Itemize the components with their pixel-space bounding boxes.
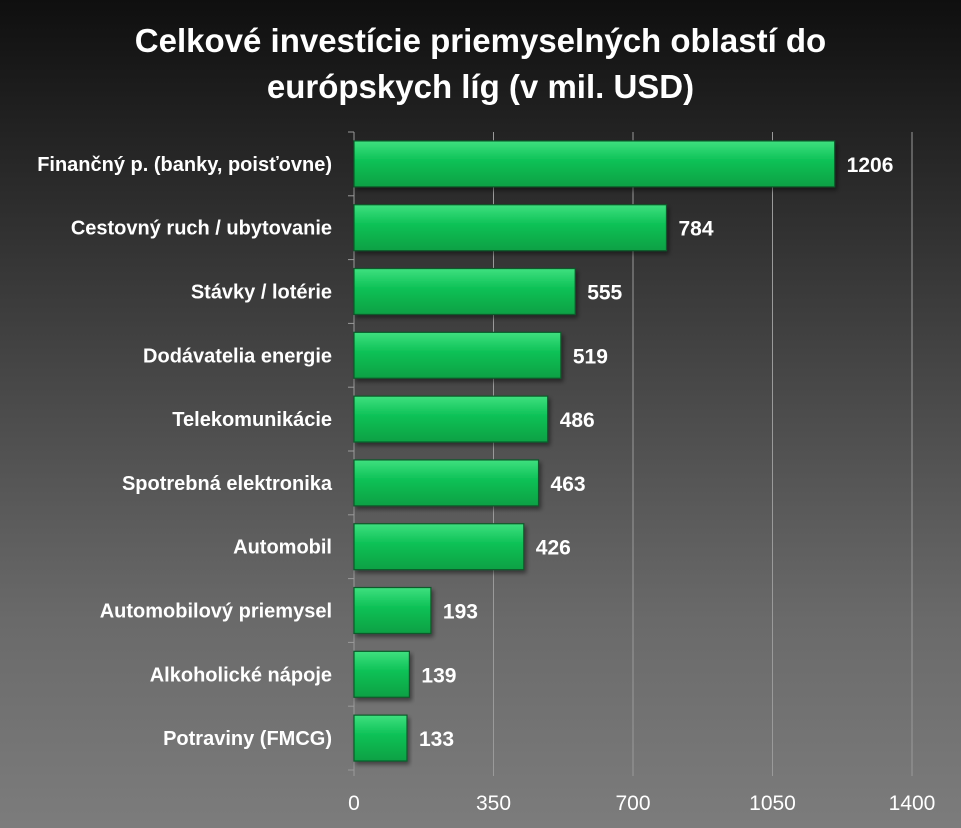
bar-9	[353, 714, 408, 762]
bar-5	[353, 459, 540, 507]
bar-4	[353, 395, 549, 443]
data-label-7: 193	[443, 601, 478, 624]
category-label-6: Automobil	[233, 537, 332, 559]
data-label-0: 1206	[847, 154, 894, 177]
bar-2	[353, 267, 576, 316]
x-tick-label-3: 1050	[749, 792, 796, 815]
category-label-0: Finančný p. (banky, poisťovne)	[37, 154, 332, 176]
bar-3	[353, 331, 562, 379]
category-label-8: Alkoholické nápoje	[150, 664, 332, 686]
bar-6	[353, 523, 525, 571]
data-label-4: 486	[560, 409, 595, 432]
x-tick-label-0: 0	[348, 792, 360, 815]
labels: 0 350 700 1050 1400 Finančný p. (banky, poisť…	[37, 154, 935, 815]
data-label-2: 555	[587, 282, 622, 305]
category-label-4: Telekomunikácie	[172, 409, 332, 431]
category-label-1: Cestovný ruch / ubytovanie	[71, 218, 332, 240]
bar-8	[353, 650, 411, 698]
x-tick-label-2: 700	[615, 792, 650, 815]
category-label-9: Potraviny (FMCG)	[163, 728, 332, 750]
x-tick-label-1: 350	[476, 792, 511, 815]
bar-7	[353, 586, 432, 635]
bar-1	[353, 204, 668, 252]
x-tick-label-4: 1400	[889, 792, 936, 815]
chart-title: Celkové investície priemyselných oblastí…	[134, 22, 827, 105]
category-label-2: Stávky / lotérie	[191, 282, 332, 304]
data-label-8: 139	[421, 664, 456, 687]
data-label-6: 426	[536, 537, 571, 560]
bar-0	[353, 140, 836, 188]
data-label-5: 463	[551, 473, 586, 496]
data-label-1: 784	[678, 218, 713, 241]
bars	[353, 140, 836, 762]
data-label-9: 133	[419, 728, 454, 751]
data-label-3: 519	[573, 345, 608, 368]
category-label-3: Dodávatelia energie	[143, 345, 332, 367]
category-label-5: Spotrebná elektronika	[122, 473, 333, 495]
category-label-7: Automobilový priemysel	[100, 601, 332, 623]
